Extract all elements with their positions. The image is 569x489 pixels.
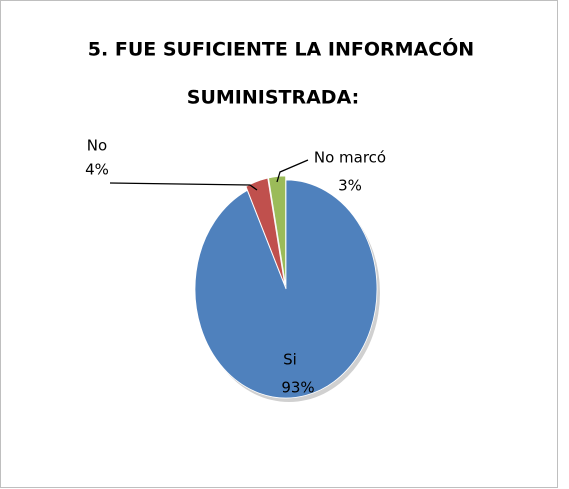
leader-line: [109, 182, 258, 191]
leader-line: [276, 159, 309, 183]
slice-value-label: 3%: [338, 177, 362, 195]
slice-label: Si: [283, 351, 297, 369]
slice-label: No: [87, 137, 107, 155]
pie-slice: [245, 177, 286, 286]
slice-value-label: 93%: [281, 379, 314, 397]
pie-slice: [194, 179, 378, 399]
pie-slice: [268, 175, 287, 286]
chart-title: SUMINISTRADA:: [187, 87, 359, 109]
slice-value-label: 4%: [85, 161, 109, 179]
chart-title: 5. FUE SUFICIENTE LA INFORMACÓN: [88, 37, 474, 61]
slice-label: No marcó: [314, 149, 386, 167]
